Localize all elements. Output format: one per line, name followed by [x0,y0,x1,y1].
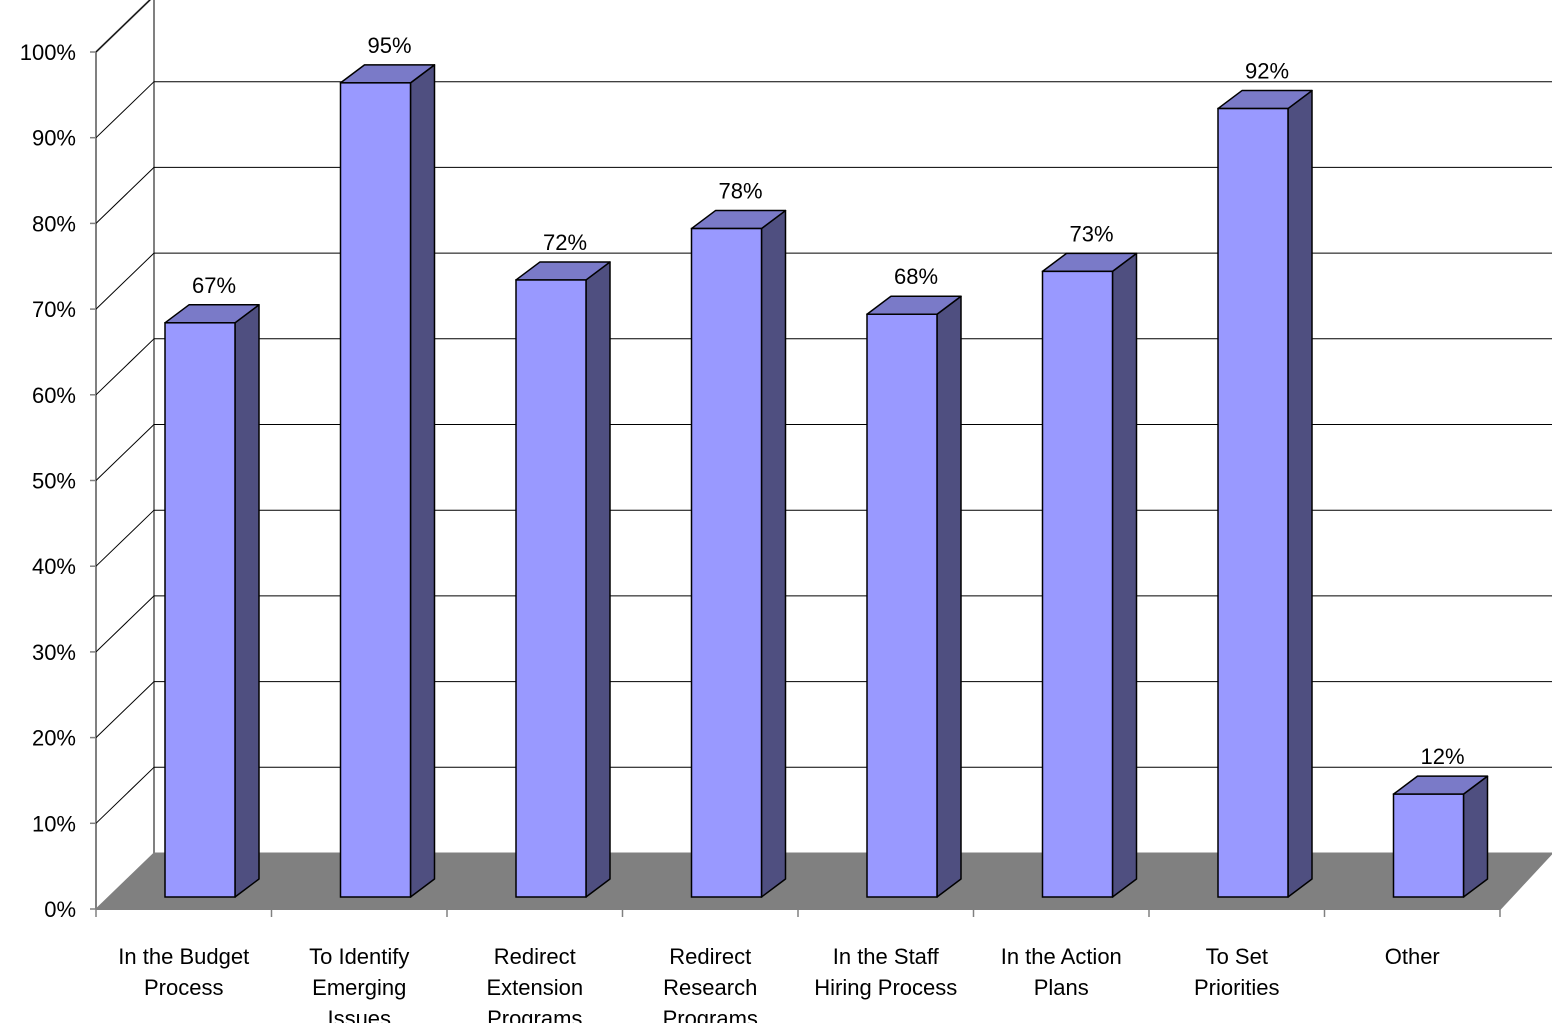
bar [690,209,787,898]
bar-side [409,64,436,898]
bar-front [339,82,412,898]
x-tick-label: In the Action Plans [1001,944,1122,1000]
bar-front [515,279,587,898]
floor-right-edge [1499,852,1552,910]
x-tick-label: In the Budget Process [118,944,249,1000]
gridline-wall [95,252,155,310]
bar-side [1287,89,1313,898]
x-tick-label: To Identify Emerging Issues [309,944,409,1023]
gridline-wall [95,681,155,738]
x-tick-label: Redirect Extension Programs [486,944,583,1023]
bars [164,64,1489,898]
data-label: 92% [1245,59,1289,84]
bar-front [1041,270,1114,898]
x-tick-label: Redirect Research Programs [663,944,758,1023]
bar-side [585,261,611,898]
y-tick-label: 90% [32,126,76,151]
bar-front [690,227,763,898]
x-axis: In the Budget Process To Identify Emerging I… [95,852,1552,1023]
bar-side [1111,252,1138,898]
y-tick-label: 80% [32,211,76,236]
gridline-wall [95,595,155,653]
gridline-wall [95,0,151,53]
gridline-wall [95,424,155,481]
data-label: 95% [367,33,411,58]
y-tick-label: 50% [32,469,76,494]
bar-front [1217,107,1289,898]
data-label: 12% [1420,744,1464,769]
bar [1041,252,1138,898]
data-label: 72% [543,230,587,255]
gridline-wall [95,81,155,139]
y-tick-label: 60% [32,383,76,408]
bar-side [936,295,962,898]
gridline-wall [95,167,155,224]
chart-walls [95,0,155,909]
gridline-wall [95,766,155,824]
y-tick-label: 30% [32,640,76,665]
y-tick-label: 10% [32,811,76,836]
data-label: 78% [718,179,762,204]
bar-front [1392,793,1465,898]
gridlines [95,0,1552,824]
bar [164,304,260,898]
y-axis: 0% 10% 20% 30% 40% 50% 60% 70% 80% 90% 100% [20,40,96,922]
gridline-wall [95,509,155,567]
bar [339,64,436,898]
x-tick-label: Other [1385,944,1440,969]
y-tick-label: 40% [32,554,76,579]
bar-side [760,209,787,898]
bar [515,261,611,898]
y-tick-label: 100% [20,40,76,65]
bar-front [866,313,938,898]
bar-side [234,304,260,898]
floor-plane [94,852,1552,910]
bar [1217,89,1313,898]
data-label: 73% [1069,221,1113,246]
data-label: 67% [192,273,236,298]
bar [1392,775,1489,898]
gridline-wall [95,338,155,396]
x-tick-label: In the Staff Hiring Process [814,944,957,1000]
data-label: 68% [894,264,938,289]
y-tick-label: 0% [44,897,76,922]
x-tick-label: To Set Priorities [1194,944,1280,1000]
bar-front [164,322,236,898]
bar-side [1462,775,1489,898]
chart-floor [94,852,1552,910]
bar [866,295,962,898]
y-tick-label: 20% [32,726,76,751]
data-labels: 67% 95% 72% 78% 68% 73% 92% 12% [192,33,1465,769]
y-tick-label: 70% [32,297,76,322]
